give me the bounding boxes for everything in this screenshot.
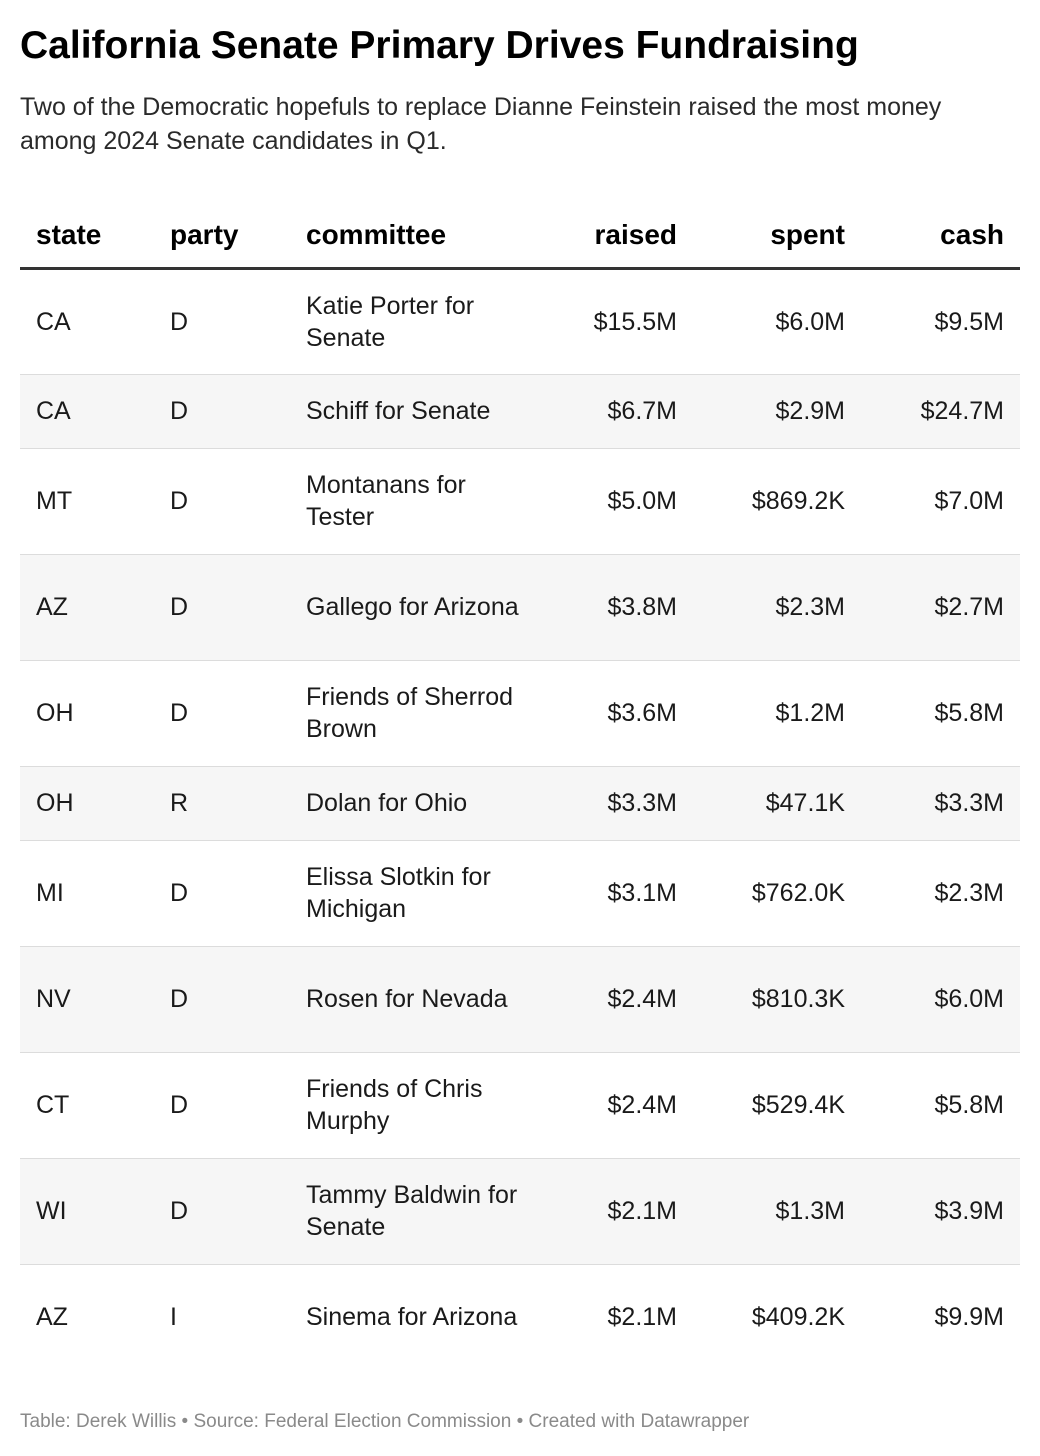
- spent-cell: $47.1K: [693, 766, 861, 841]
- raised-cell: $6.7M: [536, 374, 693, 449]
- fundraising-table: state party committee raised spent cash …: [20, 204, 1020, 1370]
- spent-cell: $2.3M: [693, 554, 861, 661]
- spent-cell: $1.2M: [693, 660, 861, 767]
- cash-cell: $6.0M: [861, 946, 1020, 1053]
- committee-cell: Sinema for Arizona: [306, 1303, 518, 1332]
- cash-cell: $7.0M: [861, 448, 1020, 555]
- committee-cell: Friends of Sherrod Brown: [290, 660, 536, 767]
- raised-cell: $3.6M: [536, 660, 693, 767]
- state-cell: AZ: [20, 554, 154, 661]
- raised-cell: $5.0M: [536, 448, 693, 555]
- table-row: CA D Katie Porter for Senate $15.5M $6.0M $9.…: [20, 268, 1020, 375]
- spent-cell: $2.9M: [693, 374, 861, 449]
- spent-cell: $762.0K: [693, 840, 861, 947]
- party-cell: D: [154, 946, 290, 1053]
- chart-footer: Table: Derek Willis • Source: Federal El…: [20, 1411, 750, 1432]
- party-cell: R: [154, 766, 290, 841]
- state-cell: CA: [20, 268, 154, 375]
- spent-cell: $810.3K: [693, 946, 861, 1053]
- party-cell: D: [154, 374, 290, 449]
- raised-cell: $2.4M: [536, 1052, 693, 1159]
- party-cell: I: [170, 1303, 177, 1332]
- table-row: MT D Montanans for Tester $5.0M $869.2K $7.0M: [20, 448, 1020, 555]
- cash-cell: $2.7M: [861, 554, 1020, 661]
- chart-title: California Senate Primary Drives Fundrai…: [20, 24, 859, 67]
- cash-cell: $3.9M: [861, 1158, 1020, 1265]
- party-cell: D: [154, 448, 290, 555]
- raised-cell: $2.1M: [607, 1303, 677, 1332]
- committee-cell: Elissa Slotkin for Michigan: [290, 840, 536, 947]
- column-header-committee[interactable]: committee: [290, 204, 536, 270]
- column-header-state[interactable]: state: [20, 204, 154, 270]
- party-cell: D: [154, 660, 290, 767]
- committee-cell: Dolan for Ohio: [290, 766, 536, 841]
- table-row: AZ D Gallego for Arizona $3.8M $2.3M $2.7M: [20, 554, 1020, 661]
- table-row: CA D Schiff for Senate $6.7M $2.9M $24.7M: [20, 374, 1020, 449]
- table-row: AZ I Sinema for Arizona $2.1M $409.2K $9.9M: [20, 1264, 1020, 1370]
- column-header-party[interactable]: party: [154, 204, 290, 270]
- raised-cell: $2.1M: [536, 1158, 693, 1265]
- column-header-raised[interactable]: raised: [536, 204, 693, 270]
- raised-cell: $15.5M: [536, 268, 693, 375]
- raised-cell: $3.1M: [536, 840, 693, 947]
- column-header-cash[interactable]: cash: [861, 204, 1020, 270]
- cash-cell: $5.8M: [861, 660, 1020, 767]
- state-cell: AZ: [36, 1303, 68, 1332]
- party-cell: D: [154, 1052, 290, 1159]
- table-body: CA D Katie Porter for Senate $15.5M $6.0M $9.…: [20, 268, 1020, 1370]
- committee-cell: Friends of Chris Murphy: [290, 1052, 536, 1159]
- cash-cell: $3.3M: [861, 766, 1020, 841]
- state-cell: OH: [20, 766, 154, 841]
- table-row: MI D Elissa Slotkin for Michigan $3.1M $762.…: [20, 840, 1020, 947]
- committee-cell: Montanans for Tester: [290, 448, 536, 555]
- committee-cell: Schiff for Senate: [290, 374, 536, 449]
- raised-cell: $3.3M: [536, 766, 693, 841]
- table-row: OH D Friends of Sherrod Brown $3.6M $1.2M $5.…: [20, 660, 1020, 767]
- state-cell: CA: [20, 374, 154, 449]
- spent-cell: $869.2K: [693, 448, 861, 555]
- party-cell: D: [154, 554, 290, 661]
- spent-cell: $529.4K: [693, 1052, 861, 1159]
- state-cell: OH: [20, 660, 154, 767]
- party-cell: D: [154, 840, 290, 947]
- table-row: OH R Dolan for Ohio $3.3M $47.1K $3.3M: [20, 766, 1020, 841]
- committee-cell: Tammy Baldwin for Senate: [290, 1158, 536, 1265]
- spent-cell: $409.2K: [751, 1303, 845, 1332]
- table-row: WI D Tammy Baldwin for Senate $2.1M $1.3M $3.…: [20, 1158, 1020, 1265]
- state-cell: CT: [20, 1052, 154, 1159]
- state-cell: WI: [20, 1158, 154, 1265]
- raised-cell: $3.8M: [536, 554, 693, 661]
- raised-cell: $2.4M: [536, 946, 693, 1053]
- state-cell: MT: [20, 448, 154, 555]
- table-header-row: state party committee raised spent cash: [20, 204, 1020, 270]
- table-row: CT D Friends of Chris Murphy $2.4M $529.4K $5…: [20, 1052, 1020, 1159]
- party-cell: D: [154, 268, 290, 375]
- cash-cell: $9.9M: [934, 1303, 1004, 1332]
- state-cell: NV: [20, 946, 154, 1053]
- spent-cell: $6.0M: [693, 268, 861, 375]
- state-cell: MI: [20, 840, 154, 947]
- party-cell: D: [154, 1158, 290, 1265]
- cash-cell: $5.8M: [861, 1052, 1020, 1159]
- committee-cell: Katie Porter for Senate: [290, 268, 536, 375]
- committee-cell: Gallego for Arizona: [290, 554, 536, 661]
- committee-cell: Rosen for Nevada: [290, 946, 536, 1053]
- chart-subtitle: Two of the Democratic hopefuls to replac…: [20, 93, 942, 155]
- table-row: NV D Rosen for Nevada $2.4M $810.3K $6.0M: [20, 946, 1020, 1053]
- cash-cell: $2.3M: [861, 840, 1020, 947]
- spent-cell: $1.3M: [693, 1158, 861, 1265]
- cash-cell: $24.7M: [861, 374, 1020, 449]
- column-header-spent[interactable]: spent: [693, 204, 861, 270]
- cash-cell: $9.5M: [861, 268, 1020, 375]
